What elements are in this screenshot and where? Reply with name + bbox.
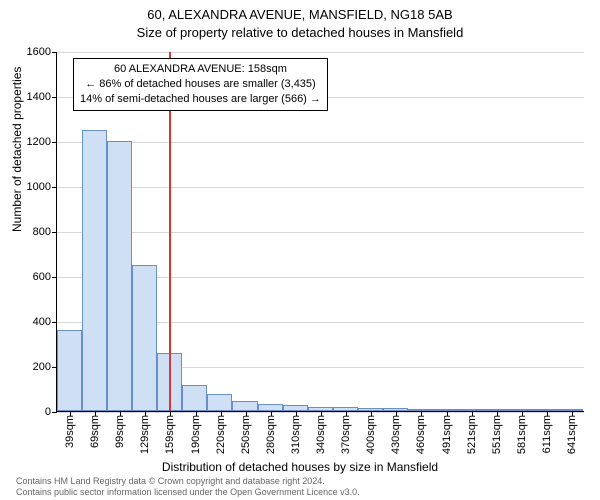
histogram-bar [207,394,232,411]
titles-block: 60, ALEXANDRA AVENUE, MANSFIELD, NG18 5A… [0,0,600,41]
x-tick-label: 430sqm [390,415,402,454]
annotation-box: 60 ALEXANDRA AVENUE: 158sqm← 86% of deta… [73,58,328,111]
y-tick-label: 800 [33,226,51,238]
grid-line [57,52,584,53]
x-tick-label: 69sqm [89,415,101,448]
x-tick-label: 190sqm [190,415,202,454]
x-tick-label: 340sqm [315,415,327,454]
title-main: 60, ALEXANDRA AVENUE, MANSFIELD, NG18 5A… [0,6,600,24]
histogram-bar [107,141,132,411]
footer-line-1: Contains HM Land Registry data © Crown c… [16,476,360,487]
x-tick-label: 280sqm [265,415,277,454]
plot-area: 0200400600800100012001400160039sqm69sqm9… [56,52,584,412]
title-sub: Size of property relative to detached ho… [0,24,600,42]
histogram-bar [433,409,458,411]
histogram-bar [558,409,583,411]
y-tick-label: 1600 [27,46,51,58]
x-tick-label: 159sqm [164,415,176,454]
x-tick-label: 581sqm [516,415,528,454]
x-tick-label: 370sqm [340,415,352,454]
histogram-bar [458,409,483,411]
y-tick-label: 0 [45,406,51,418]
histogram-bar [258,404,283,411]
annotation-line: ← 86% of detached houses are smaller (3,… [80,77,321,92]
y-tick-label: 400 [33,316,51,328]
x-tick-label: 400sqm [365,415,377,454]
x-tick-label: 39sqm [64,415,76,448]
footer-attribution: Contains HM Land Registry data © Crown c… [16,476,360,498]
x-tick-label: 310sqm [290,415,302,454]
y-tick-label: 1400 [27,91,51,103]
x-tick-label: 129sqm [139,415,151,454]
y-tick-mark [52,322,57,323]
y-tick-label: 200 [33,361,51,373]
y-tick-label: 1200 [27,136,51,148]
histogram-bar [232,401,257,411]
histogram-bar [182,385,207,411]
x-tick-label: 250sqm [240,415,252,454]
histogram-bar [132,265,157,411]
chart-container: 60, ALEXANDRA AVENUE, MANSFIELD, NG18 5A… [0,0,600,500]
annotation-line: 60 ALEXANDRA AVENUE: 158sqm [80,62,321,77]
y-tick-mark [52,52,57,53]
y-tick-label: 600 [33,271,51,283]
y-tick-label: 1000 [27,181,51,193]
histogram-bar [57,330,82,411]
y-tick-mark [52,97,57,98]
x-tick-label: 460sqm [415,415,427,454]
histogram-bar [483,409,508,411]
grid-line [57,232,584,233]
annotation-line: 14% of semi-detached houses are larger (… [80,92,321,107]
x-tick-label: 521sqm [466,415,478,454]
grid-line [57,187,584,188]
y-tick-mark [52,232,57,233]
x-tick-label: 99sqm [114,415,126,448]
y-tick-mark [52,187,57,188]
y-tick-mark [52,142,57,143]
x-tick-label: 491sqm [441,415,453,454]
x-tick-label: 551sqm [491,415,503,454]
y-tick-mark [52,277,57,278]
footer-line-2: Contains public sector information licen… [16,487,360,498]
x-tick-label: 220sqm [215,415,227,454]
y-axis-title: Number of detached properties [10,67,24,232]
y-tick-mark [52,412,57,413]
histogram-bar [533,409,558,411]
histogram-bar [82,130,107,411]
x-tick-label: 611sqm [541,415,553,453]
x-tick-label: 641sqm [566,415,578,454]
grid-line [57,142,584,143]
x-axis-title: Distribution of detached houses by size … [0,460,600,474]
histogram-bar [508,409,533,411]
